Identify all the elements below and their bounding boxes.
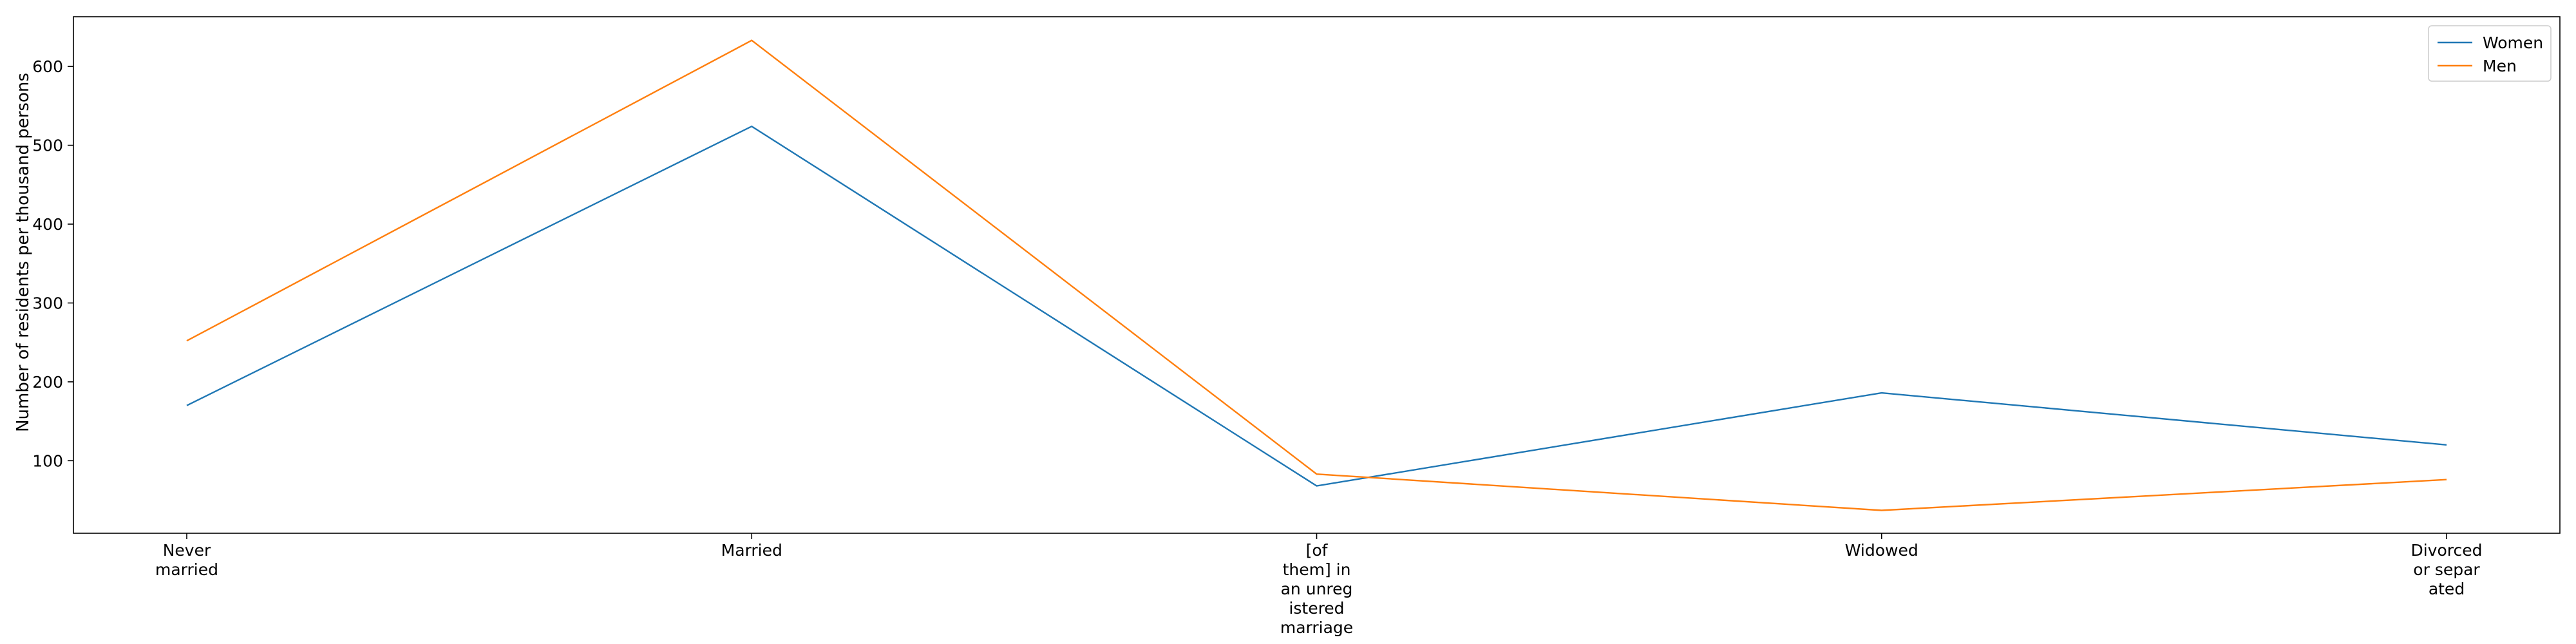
- x-tick-label: Married: [721, 541, 782, 560]
- y-tick-label: 500: [32, 137, 63, 155]
- plot-area: 100 200 300 400 500 600 Never married Married [of…: [32, 16, 2561, 637]
- x-tick-label: Divorced or separ ated: [2410, 541, 2482, 598]
- series-line-women: [186, 125, 2447, 487]
- y-axis-title: Number of residents per thousand persons: [14, 73, 33, 432]
- x-tick-label: Never married: [155, 541, 218, 579]
- legend-label-women: Women: [2483, 33, 2543, 52]
- x-tick-label: [of them] in an unreg istered marriage: [1280, 541, 1353, 637]
- series-line-men: [186, 39, 2447, 511]
- x-tick-label: Widowed: [1845, 541, 1918, 560]
- plot-frame: [73, 16, 2561, 534]
- y-tick-label: 100: [32, 451, 63, 470]
- y-tick-label: 400: [32, 215, 63, 234]
- legend: [2428, 25, 2552, 82]
- y-tick-label: 300: [32, 294, 63, 312]
- y-tick-label: 200: [32, 373, 63, 392]
- legend-label-men: Men: [2483, 57, 2517, 75]
- y-tick-label: 600: [32, 57, 63, 76]
